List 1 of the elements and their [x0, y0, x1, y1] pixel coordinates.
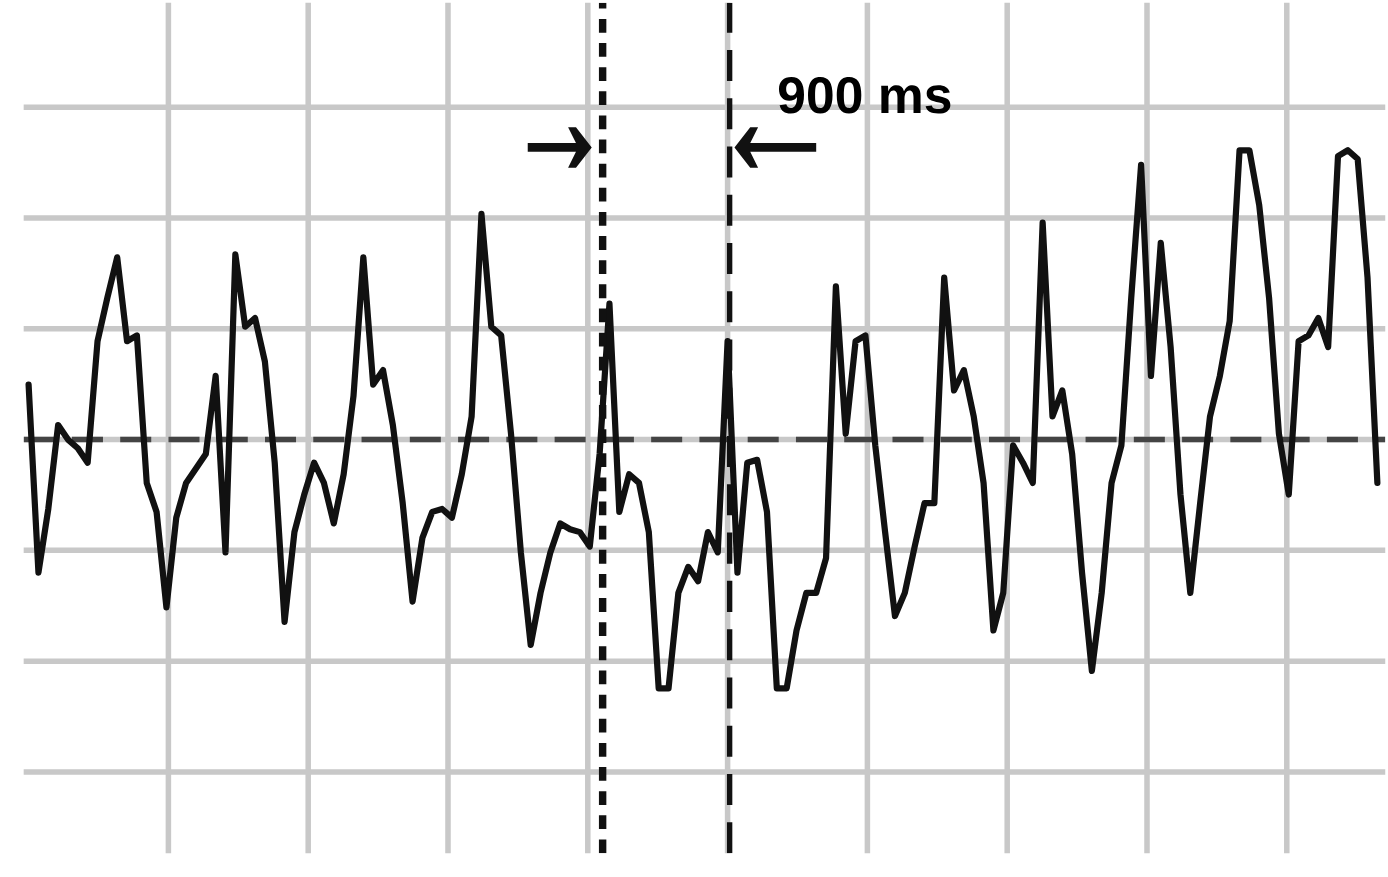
- text: 900 ms: [778, 77, 951, 114]
